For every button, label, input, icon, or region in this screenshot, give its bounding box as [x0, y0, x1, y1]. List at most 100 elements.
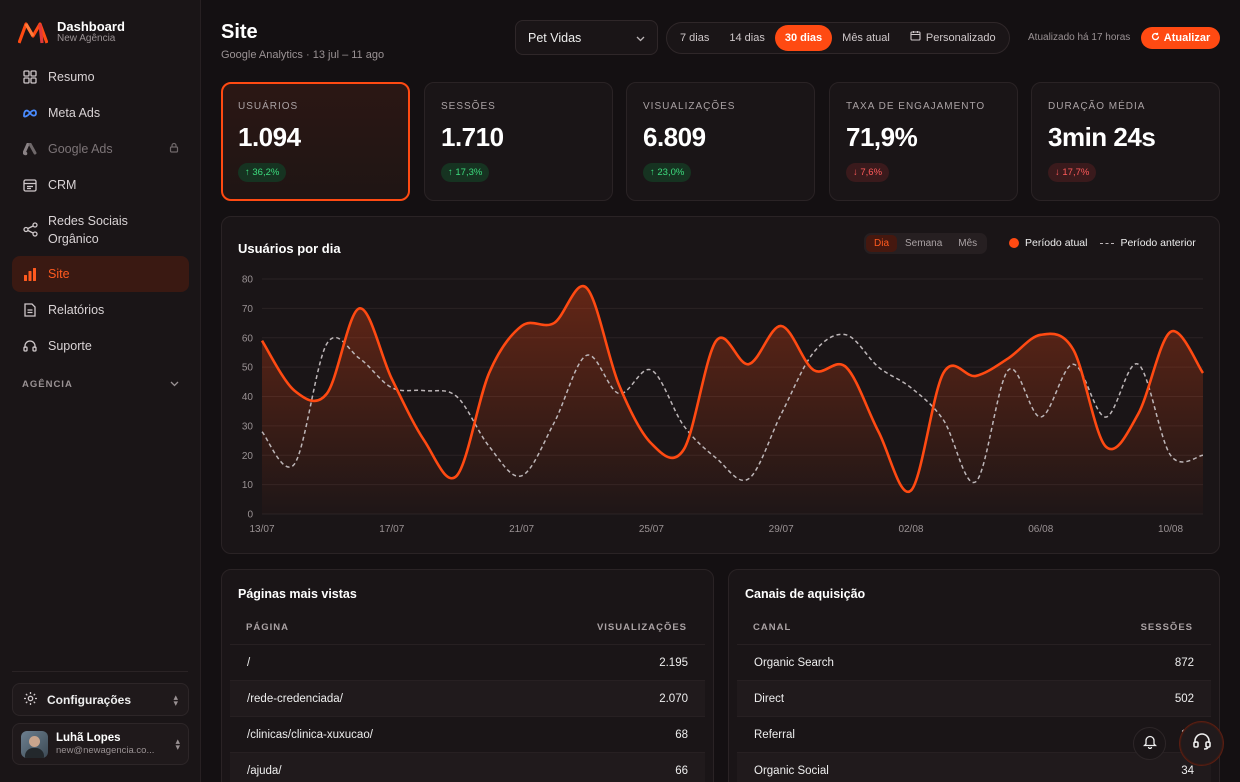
users-line-chart[interactable]: 0 10 20 30 40 50 60 70 80 13/07 17/07 21/07 25/07 29/… — [222, 217, 1221, 555]
y-tick-label: 80 — [242, 275, 254, 286]
sidebar-item-relatorios[interactable]: Relatórios — [12, 292, 189, 328]
channel-sessions: 872 — [1174, 656, 1194, 669]
channel-sessions: 34 — [1181, 764, 1194, 777]
x-tick-label: 25/07 — [639, 524, 664, 535]
granularity-mes[interactable]: Mês — [958, 238, 978, 249]
share-icon — [22, 222, 38, 238]
grid-icon — [22, 69, 38, 85]
table-row[interactable]: Organic Search 872 — [737, 644, 1211, 680]
sidebar-item-suporte[interactable]: Suporte — [12, 328, 189, 364]
range-7-dias[interactable]: 7 dias — [670, 25, 719, 51]
lock-icon — [169, 142, 179, 156]
table-title: Canais de aquisição — [745, 587, 866, 601]
sidebar-item-meta-ads[interactable]: Meta Ads — [12, 95, 189, 131]
table-row[interactable]: Organic Social 34 — [737, 752, 1211, 782]
legend-current-swatch — [1009, 238, 1019, 248]
range-label: 14 dias — [729, 32, 765, 44]
sidebar-item-label: Suporte — [48, 339, 92, 353]
sidebar-item-google-ads[interactable]: Google Ads — [12, 131, 189, 167]
y-tick-label: 0 — [247, 510, 253, 521]
table-row[interactable]: /rede-credenciada/ 2.070 — [230, 680, 705, 716]
agencia-section-toggle[interactable]: AGÊNCIA — [12, 364, 189, 404]
kpi-value: 3min 24s — [1048, 122, 1156, 152]
range-mes-atual[interactable]: Mês atual — [832, 25, 900, 51]
user-name: Luhã Lopes — [56, 731, 121, 744]
table-row[interactable]: /ajuda/ 66 — [230, 752, 705, 782]
kpi-card-usuarios[interactable]: USUÁRIOS 1.094 ↑ 36,2% — [221, 82, 410, 201]
y-tick-label: 60 — [242, 333, 254, 344]
bar-chart-icon — [22, 266, 38, 282]
support-chat-button[interactable] — [1180, 722, 1223, 765]
kpi-card-duracao[interactable]: DURAÇÃO MÉDIA 3min 24s ↓ 17,7% — [1031, 82, 1220, 201]
bell-icon — [1142, 734, 1157, 754]
chart-title: Usuários por dia — [238, 241, 341, 256]
brand-subtitle: New Agência — [57, 33, 116, 44]
y-tick-label: 20 — [242, 451, 254, 462]
range-label: Mês atual — [842, 32, 890, 44]
page-path: /ajuda/ — [247, 764, 282, 777]
channel-sessions: 502 — [1174, 692, 1194, 705]
brand-logo-icon — [18, 21, 48, 44]
sidebar-item-crm[interactable]: CRM — [12, 167, 189, 203]
y-tick-label: 40 — [242, 392, 254, 403]
meta-icon — [22, 105, 38, 121]
kpi-card-engajamento[interactable]: TAXA DE ENGAJAMENTO 71,9% ↓ 7,6% — [829, 82, 1018, 201]
date-range-group: 7 dias 14 dias 30 dias Mês atual Persona… — [666, 22, 1010, 54]
range-30-dias[interactable]: 30 dias — [774, 25, 833, 51]
granularity-dia[interactable]: Dia — [866, 235, 898, 252]
kpi-delta-badge: ↓ 7,6% — [846, 163, 890, 182]
kpi-delta-badge: ↑ 23,0% — [643, 163, 692, 182]
kpi-label: TAXA DE ENGAJAMENTO — [846, 101, 986, 112]
sidebar-item-label: CRM — [48, 178, 77, 192]
page-path: /rede-credenciada/ — [247, 692, 343, 705]
x-tick-label: 06/08 — [1028, 524, 1053, 535]
top-pages-card: Páginas mais vistas PÁGINA VISUALIZAÇÕES… — [221, 569, 714, 782]
range-personalizado[interactable]: Personalizado — [900, 25, 1006, 51]
settings-button[interactable]: Configurações ▴ ▾ — [12, 683, 189, 716]
sidebar: Dashboard New Agência Resumo Meta Ads Go… — [0, 0, 201, 782]
x-tick-label: 21/07 — [509, 524, 534, 535]
range-14-dias[interactable]: 14 dias — [719, 25, 774, 51]
notifications-button[interactable] — [1133, 727, 1166, 760]
granularity-semana[interactable]: Semana — [905, 238, 943, 249]
column-header-visualizacoes: VISUALIZAÇÕES — [596, 622, 687, 633]
sidebar-item-resumo[interactable]: Resumo — [12, 59, 189, 95]
page-views: 2.195 — [659, 656, 688, 669]
avatar — [21, 730, 48, 758]
sidebar-item-label: Site — [48, 267, 70, 281]
account-select[interactable]: Pet Vidas — [515, 20, 658, 55]
legend-previous-swatch — [1100, 242, 1115, 244]
channel-name: Organic Search — [754, 656, 834, 669]
users-chart-card: Usuários por dia Dia Semana Mês Período … — [221, 216, 1220, 554]
brand[interactable]: Dashboard New Agência — [18, 20, 125, 45]
user-menu[interactable]: Luhã Lopes new@newagencia.co... ▴ ▾ — [12, 723, 189, 765]
google-ads-icon — [22, 141, 38, 157]
account-select-value: Pet Vidas — [528, 30, 582, 45]
current-period-area — [262, 286, 1203, 514]
table-row[interactable]: /clinicas/clinica-xuxucao/ 68 — [230, 716, 705, 752]
x-tick-label: 02/08 — [898, 524, 923, 535]
table-row[interactable]: Direct 502 — [737, 680, 1211, 716]
refresh-label: Atualizar — [1163, 32, 1211, 44]
refresh-icon — [1151, 32, 1160, 44]
sidebar-nav: Resumo Meta Ads Google Ads CRM — [12, 59, 189, 404]
crm-icon — [22, 177, 38, 193]
kpi-card-sessoes[interactable]: SESSÕES 1.710 ↑ 17,3% — [424, 82, 613, 201]
chart-legend: Período atual Período anterior — [1009, 237, 1196, 249]
page-path: /clinicas/clinica-xuxucao/ — [247, 728, 373, 741]
sidebar-item-site[interactable]: Site — [12, 256, 189, 292]
y-tick-label: 70 — [242, 304, 254, 315]
previous-period-line — [261, 333, 1204, 484]
kpi-card-visualizacoes[interactable]: VISUALIZAÇÕES 6.809 ↑ 23,0% — [626, 82, 815, 201]
table-row[interactable]: / 2.195 — [230, 644, 705, 680]
sidebar-item-redes-sociais[interactable]: Redes Sociais Orgânico — [12, 203, 189, 256]
channel-name: Organic Social — [754, 764, 829, 777]
current-period-line — [260, 284, 1205, 494]
kpi-label: DURAÇÃO MÉDIA — [1048, 101, 1146, 112]
x-tick-label: 29/07 — [769, 524, 794, 535]
calendar-icon — [910, 25, 921, 51]
refresh-button[interactable]: Atualizar — [1141, 27, 1220, 49]
gear-icon — [23, 691, 38, 709]
y-tick-label: 30 — [242, 421, 254, 432]
sidebar-divider — [12, 671, 188, 672]
